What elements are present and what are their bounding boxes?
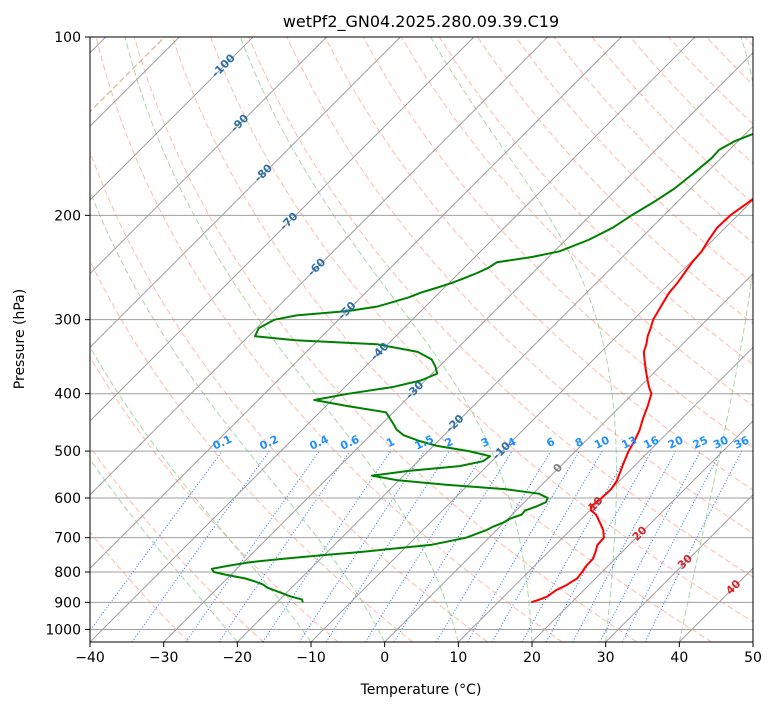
isotherm-gridline <box>90 37 549 496</box>
x-tick-label: 50 <box>744 650 762 666</box>
dry-adiabat <box>439 37 753 366</box>
isotherm-gridline <box>310 199 753 642</box>
mixing-ratio-line <box>621 450 722 642</box>
isotherm-grid <box>90 37 753 642</box>
x-tick-label: 0 <box>380 650 389 666</box>
mixing-ratio-label: 36 <box>732 433 752 451</box>
x-tick-label: 30 <box>597 650 615 666</box>
y-tick-label: 900 <box>54 595 81 611</box>
dry-adiabat <box>133 37 638 642</box>
y-tick-label: 800 <box>54 565 81 581</box>
mixing-ratio-line <box>467 450 580 642</box>
mixing-ratio-lines <box>90 450 743 642</box>
y-tick-label: 400 <box>54 387 81 403</box>
x-tick-label: 20 <box>523 650 541 666</box>
moist-adiabat <box>678 37 753 642</box>
moist-adiabats <box>90 37 753 642</box>
mixing-ratio-line <box>599 450 701 642</box>
chart-title: wetPf2_GN04.2025.280.09.39.C19 <box>283 12 559 32</box>
moist-adiabat <box>124 37 459 642</box>
dry-adiabat <box>248 37 753 578</box>
isotherm-gridline <box>90 37 622 570</box>
x-tick-label: −40 <box>75 650 105 666</box>
x-tick-label: −20 <box>223 650 253 666</box>
dry-adiabats <box>90 37 753 642</box>
sounding-series <box>210 132 753 604</box>
isotherm-gridline <box>457 346 753 642</box>
mixing-ratio-label: 13 <box>620 434 639 452</box>
y-tick-label: 200 <box>54 208 81 224</box>
dry-adiabat <box>515 37 753 284</box>
dewpoint-profile-line <box>210 132 753 603</box>
dry-adiabat <box>90 150 488 642</box>
mixing-ratio-line <box>90 450 223 632</box>
y-tick-label: 300 <box>54 313 81 329</box>
mixing-ratio-label: 20 <box>666 433 686 451</box>
y-tick-label: 700 <box>54 531 81 547</box>
isotherm-gridline <box>90 37 475 422</box>
y-axis-label: Pressure (hPa) <box>12 289 28 389</box>
mixing-ratio-label: 10 <box>592 433 612 451</box>
x-tick-label: −10 <box>296 650 326 666</box>
mixing-ratio-label: 30 <box>711 433 731 451</box>
dry-adiabat <box>90 531 190 642</box>
isotherm-gridline <box>384 272 753 642</box>
isotherm-gridline <box>90 37 254 201</box>
isotherm-gridline <box>90 37 328 275</box>
y-tick-label: 600 <box>54 491 81 507</box>
x-tick-label: −30 <box>149 650 179 666</box>
plot-area <box>90 37 753 642</box>
moist-adiabat <box>430 37 618 642</box>
moist-adiabat <box>239 37 533 642</box>
mixing-ratio-line <box>435 450 552 642</box>
dry-adiabat <box>95 37 563 642</box>
mixing-ratio-label: 16 <box>642 433 662 451</box>
plot-frame <box>89 36 754 643</box>
isotherm-gridline <box>90 37 696 642</box>
dry-adiabat <box>90 445 264 642</box>
dry-adiabat <box>400 37 753 407</box>
isotherm-gridline <box>531 420 753 642</box>
dry-adiabat <box>210 37 753 623</box>
dry-adiabat <box>90 356 339 642</box>
x-tick-label: 10 <box>449 650 467 666</box>
x-axis-label: Temperature (°C) <box>360 682 482 698</box>
mixing-ratio-line <box>545 450 653 642</box>
x-axis-ticks: −40 −30 −20 −10 0 10 20 30 40 50 <box>75 642 762 666</box>
isotherm-gridline <box>605 493 753 642</box>
isotherm-gridline <box>90 37 401 349</box>
moist-adiabat <box>90 345 312 642</box>
x-tick-label: 40 <box>670 650 688 666</box>
mixing-ratio-label: 25 <box>691 434 710 452</box>
moist-adiabat <box>90 189 386 642</box>
mixing-ratio-line <box>364 450 486 642</box>
mixing-ratio-line <box>298 450 425 642</box>
y-tick-label: 1000 <box>45 622 81 638</box>
y-tick-label: 100 <box>54 30 81 46</box>
mixing-ratio-line <box>262 450 392 642</box>
mixing-ratio-line <box>325 450 450 642</box>
moist-adiabat <box>90 458 238 642</box>
y-axis-ticks: 100 200 300 400 500 600 700 800 900 1000 <box>45 30 90 638</box>
isotherm-gridline <box>163 51 753 642</box>
isobar-grid <box>90 37 753 630</box>
plot-layer: -100-90-80-70-60-50-40-30-20-10010203040… <box>90 37 753 642</box>
y-tick-label: 500 <box>54 444 81 460</box>
temperature-profile-line <box>530 197 753 604</box>
